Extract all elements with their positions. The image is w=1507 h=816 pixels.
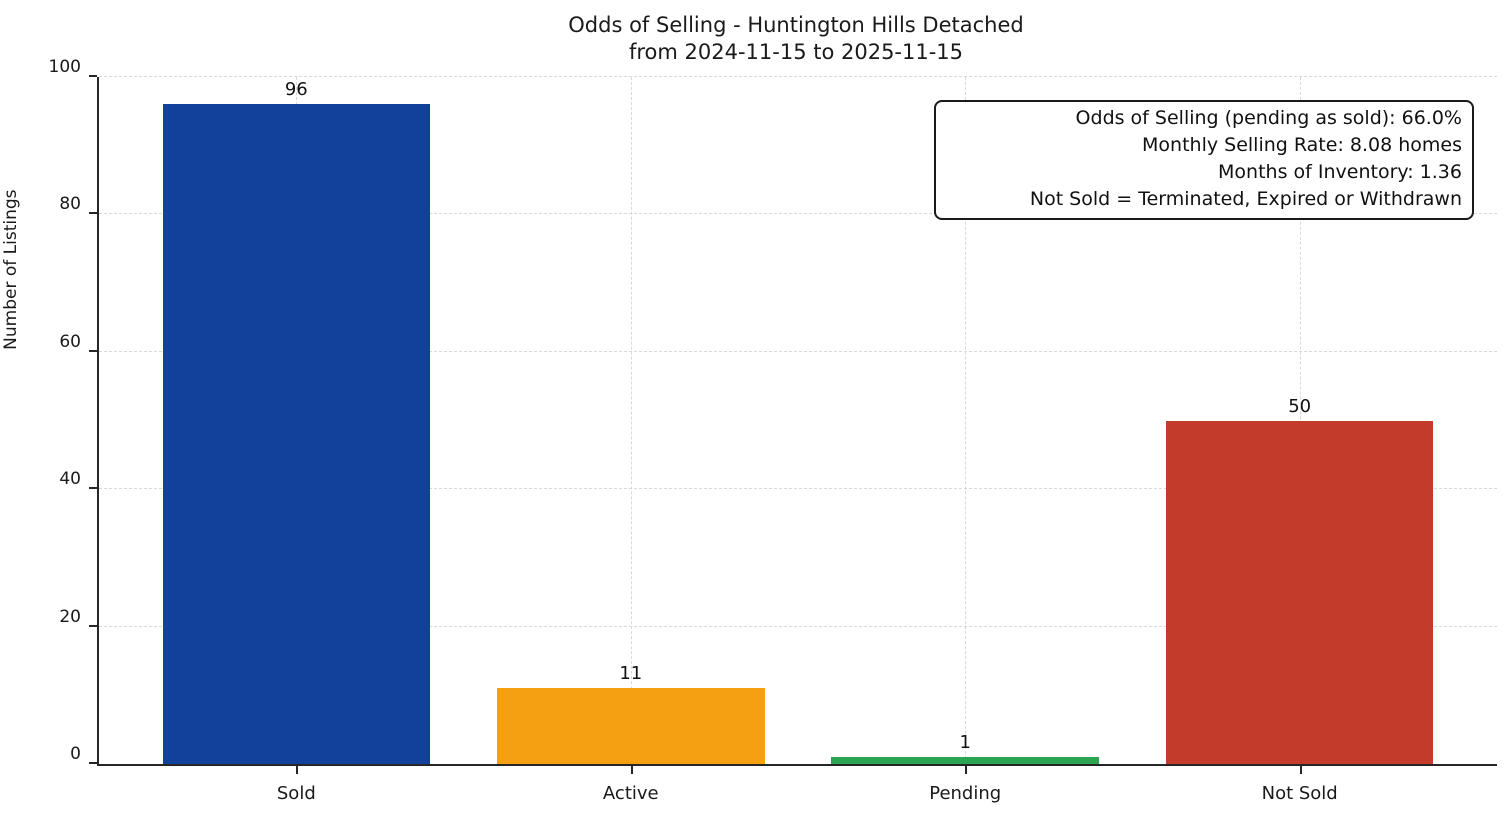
- ytick-label-20: 20: [59, 606, 81, 627]
- xtick-label-active: Active: [602, 783, 659, 804]
- bar-not-sold: [1165, 420, 1434, 764]
- xtick-mark-not-sold: [1299, 766, 1302, 774]
- ytick-mark-80: [89, 212, 97, 215]
- stat-not-sold-definition: Not Sold = Terminated, Expired or Withdr…: [1029, 188, 1462, 210]
- chart-title-line1: Odds of Selling - Huntington Hills Detac…: [568, 13, 1024, 37]
- bar-value-label-pending: 1: [959, 732, 971, 754]
- gridline-y-60: [99, 350, 1497, 352]
- plot-area: Odds of Selling (pending as sold): 66.0%…: [49, 57, 1497, 804]
- ytick-label-0: 0: [70, 744, 81, 764]
- xtick-label-sold: Sold: [276, 783, 316, 804]
- xtick-mark-active: [630, 766, 633, 774]
- bar-pending: [831, 757, 1099, 764]
- bar-sold: [162, 104, 431, 764]
- bar-value-label-active: 11: [619, 663, 643, 685]
- stat-odds-of-selling: Odds of Selling (pending as sold): 66.0%: [1075, 107, 1462, 129]
- gridline-x-pending: [965, 77, 967, 764]
- stats-annotation-box: Odds of Selling (pending as sold): 66.0%…: [934, 100, 1474, 220]
- y-axis-label: Number of Listings: [1, 189, 21, 350]
- gridline-y-40: [99, 488, 1497, 490]
- xtick-label-pending: Pending: [929, 783, 1002, 804]
- xtick-mark-pending: [965, 766, 968, 774]
- stat-months-of-inventory: Months of Inventory: 1.36: [1218, 161, 1462, 183]
- xtick-label-not-sold: Not Sold: [1261, 783, 1338, 804]
- stat-monthly-selling-rate: Monthly Selling Rate: 8.08 homes: [1142, 134, 1462, 156]
- bar-value-label-not-sold: 50: [1288, 395, 1312, 417]
- bar-active: [496, 688, 765, 764]
- gridline-y-100: [99, 76, 1497, 77]
- ytick-mark-20: [89, 624, 97, 627]
- ytick-label-40: 40: [59, 469, 81, 490]
- ytick-mark-0: [89, 762, 97, 764]
- ytick-mark-100: [89, 75, 97, 77]
- ytick-mark-60: [89, 349, 97, 352]
- gridline-x-active: [630, 77, 632, 764]
- gridline-y-80: [99, 213, 1497, 215]
- ytick-label-60: 60: [59, 331, 81, 352]
- chart-title: Odds of Selling - Huntington Hills Detac…: [97, 12, 1495, 66]
- gridline-y-20: [99, 625, 1497, 627]
- ytick-label-100: 100: [48, 57, 81, 77]
- xtick-mark-sold: [296, 766, 299, 774]
- ytick-mark-40: [89, 487, 97, 490]
- bar-value-label-sold: 96: [284, 79, 308, 101]
- chart-title-line2: from 2024-11-15 to 2025-11-15: [628, 40, 964, 64]
- ytick-label-80: 80: [59, 194, 81, 215]
